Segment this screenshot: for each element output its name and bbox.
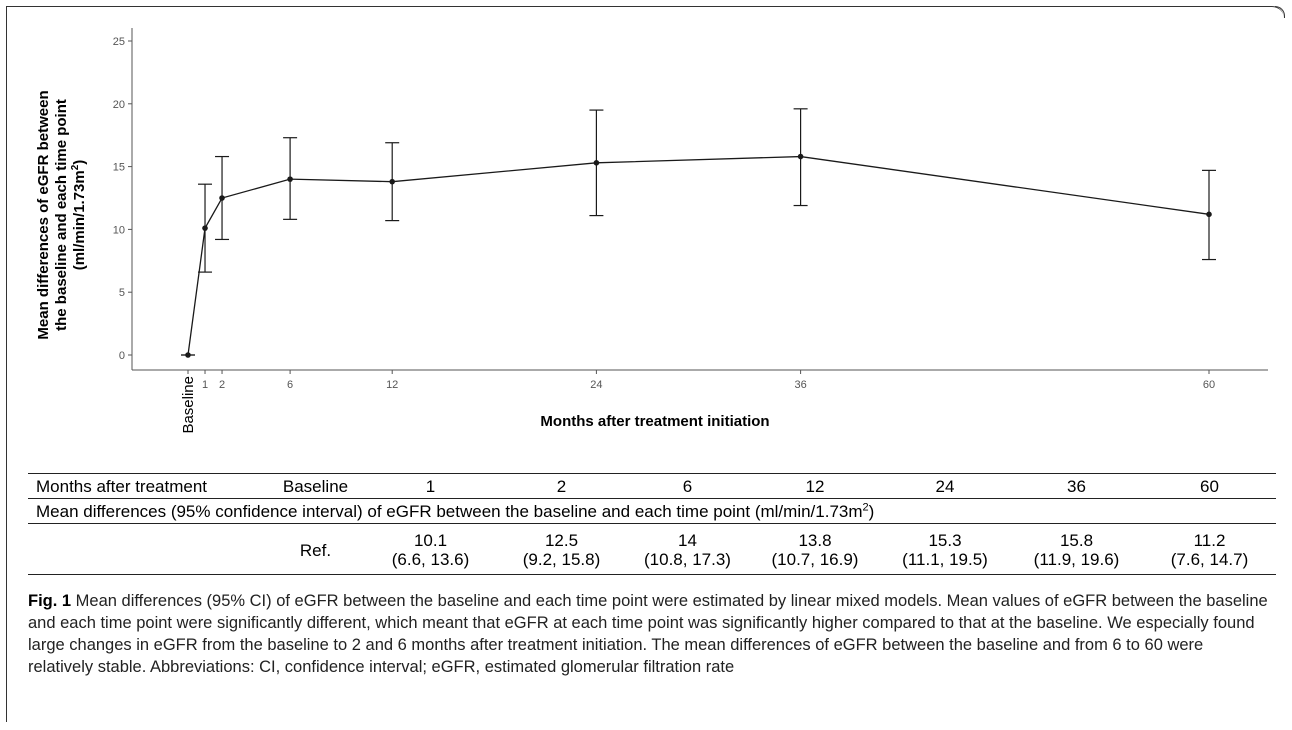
table-cell: 6 [625, 473, 750, 499]
y-axis-title-suffix: ) [71, 160, 88, 165]
table-cell: Baseline [268, 473, 363, 499]
ci-value: (7.6, 14.7) [1170, 550, 1249, 569]
table-cell: 13.8 (10.7, 16.9) [750, 523, 880, 575]
table-cell: Months after treatment [28, 473, 268, 499]
table-subheader-row: Mean differences (95% confidence interva… [28, 499, 1276, 524]
mean-value: 13.8 [798, 531, 832, 550]
mean-value: 10.1 [413, 531, 448, 550]
mean-value: 11.2 [1193, 531, 1226, 550]
table-cell: 2 [498, 473, 625, 499]
table-cell-empty [28, 523, 268, 575]
table-cell: 12 [750, 473, 880, 499]
table-cell: 60 [1143, 473, 1276, 499]
y-tick-label: 25 [113, 36, 125, 48]
y-tick-label: 10 [113, 224, 125, 236]
x-tick-label: 12 [386, 379, 398, 391]
x-axis-ticks: Baseline 1 2 6 12 24 36 60 [180, 370, 1215, 434]
y-tick-label: 15 [113, 162, 125, 174]
x-axis-title: Months after treatment initiation [540, 413, 769, 430]
x-tick-label: 36 [794, 379, 806, 391]
caption-text: Mean differences (95% CI) of eGFR betwee… [28, 592, 1268, 676]
table-header-row: Months after treatment Baseline 1 2 6 12… [28, 473, 1276, 499]
data-point [219, 195, 225, 201]
y-tick-label: 20 [113, 99, 125, 111]
subheader-superscript: 2 [862, 500, 869, 513]
y-tick-label: 5 [119, 287, 125, 299]
ci-value: (10.8, 17.3) [644, 550, 731, 569]
subheader-suffix: ) [868, 501, 875, 521]
mean-value: 12.5 [544, 531, 579, 550]
y-axis-title-superscript: 2 [70, 164, 81, 170]
table-cell: 1 [363, 473, 498, 499]
data-point [185, 352, 191, 358]
data-point [593, 160, 600, 166]
ci-value: (6.6, 13.6) [391, 550, 470, 569]
y-axis-title-unit: (ml/min/1.73m [71, 170, 88, 270]
ci-value: (9.2, 15.8) [522, 550, 601, 569]
chart-axes [131, 28, 1268, 371]
error-bars [181, 108, 1216, 356]
data-point [202, 225, 208, 231]
figure-frame [6, 6, 1284, 722]
y-axis-title-line: the baseline and each time point [53, 99, 70, 331]
data-point [797, 153, 804, 160]
y-tick-label: 0 [119, 350, 125, 362]
figure-label: Fig. 1 [28, 592, 72, 610]
subheader-text: Mean differences (95% confidence interva… [36, 501, 863, 521]
table-cell: 15.3 (11.1, 19.5) [880, 523, 1010, 575]
table-subheader-cell: Mean differences (95% confidence interva… [28, 499, 1276, 524]
figure-caption: Fig. 1 Mean differences (95% CI) of eGFR… [28, 590, 1268, 678]
mean-value: 15.3 [928, 531, 962, 550]
table-cell: 14 (10.8, 17.3) [625, 523, 750, 575]
table-cell-ref: Ref. [268, 523, 363, 575]
data-point [287, 176, 293, 182]
ci-value: (11.1, 19.5) [902, 550, 988, 569]
table-cell: 11.2 (7.6, 14.7) [1143, 523, 1276, 575]
ci-value: (10.7, 16.9) [771, 550, 859, 569]
table-cell: 24 [880, 473, 1010, 499]
table-cell: 10.1 (6.6, 13.6) [363, 523, 498, 575]
data-point [1206, 211, 1212, 218]
series-line-group [187, 155, 1210, 356]
table-data-row: Ref. 10.1 (6.6, 13.6) 12.5 (9.2, 15.8) 14(… [28, 523, 1276, 575]
x-tick-label-baseline: Baseline [180, 376, 197, 434]
x-tick-label: 24 [590, 379, 602, 391]
x-tick-label: 1 [202, 379, 208, 391]
ci-value: (11.9, 19.6) [1033, 550, 1120, 569]
x-tick-label: 60 [1203, 379, 1215, 391]
x-tick-label: 2 [219, 379, 225, 391]
y-axis-title: Mean differences of eGFR betweenthe base… [35, 90, 88, 339]
x-tick-label: 6 [287, 379, 293, 391]
table-cell: 36 [1010, 473, 1143, 499]
series-line [187, 155, 1210, 356]
mean-value: 15.8 [1059, 531, 1094, 550]
y-axis-ticks: 0 5 10 15 20 25 [113, 36, 132, 362]
data-table: Months after treatment Baseline 1 2 6 12… [28, 473, 1276, 575]
mean-value: 14 [678, 531, 697, 550]
data-point [389, 178, 396, 185]
y-axis-title-line: Mean differences of eGFR between [35, 90, 52, 339]
table-cell: 12.5 (9.2, 15.8) [498, 523, 625, 575]
table-cell: 15.8 (11.9, 19.6) [1010, 523, 1143, 575]
data-points [185, 153, 1212, 358]
figure-frame-corner [1275, 6, 1285, 18]
